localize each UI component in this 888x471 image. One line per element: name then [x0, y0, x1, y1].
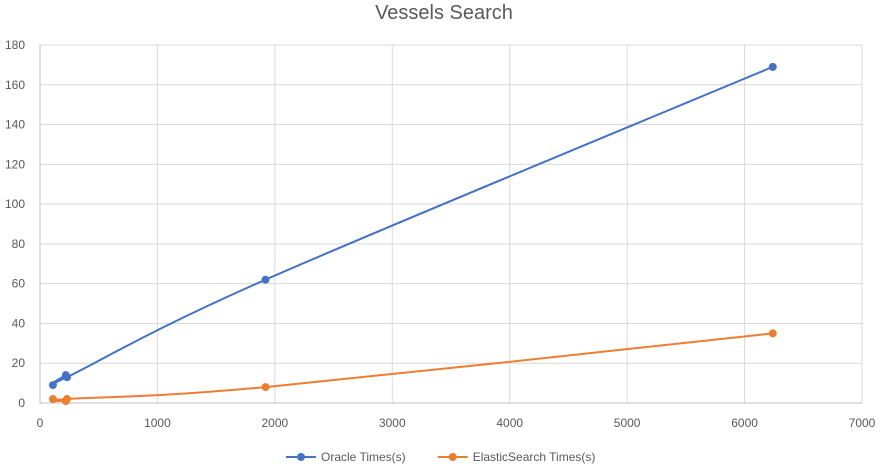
data-point: [261, 275, 270, 284]
data-point: [768, 62, 777, 71]
x-tick-label: 2000: [262, 416, 289, 430]
x-tick-label: 1000: [144, 416, 171, 430]
data-point: [63, 373, 72, 382]
axes: [39, 45, 862, 404]
y-tick-label: 0: [18, 396, 25, 410]
x-tick-label: 0: [37, 416, 44, 430]
legend-label: Oracle Times(s): [321, 450, 406, 464]
x-tick-label: 7000: [849, 416, 876, 430]
data-point: [48, 395, 57, 404]
y-tick-label: 180: [5, 38, 25, 52]
series-1: [48, 62, 777, 390]
y-tick-label: 120: [5, 157, 25, 171]
legend: Oracle Times(s) ElasticSearch Times(s): [286, 450, 595, 464]
data-point: [768, 329, 777, 338]
x-tick-label: 5000: [614, 416, 641, 430]
data-point: [261, 383, 270, 392]
y-tick-label: 100: [5, 197, 25, 211]
series-group: [48, 62, 777, 406]
data-point: [48, 381, 57, 390]
y-tick-label: 140: [5, 118, 25, 132]
y-tick-label: 80: [12, 237, 26, 251]
x-tick-label: 4000: [496, 416, 523, 430]
y-tick-label: 40: [12, 316, 26, 330]
gridlines: [40, 44, 863, 403]
legend-swatch-marker: [297, 453, 305, 461]
series-line: [51, 65, 774, 386]
series-line: [51, 332, 773, 403]
data-point: [63, 395, 72, 404]
y-tick-label: 20: [12, 356, 26, 370]
x-tick-label: 6000: [731, 416, 758, 430]
chart-title: Vessels Search: [375, 2, 513, 24]
x-tick-label: 3000: [379, 416, 406, 430]
y-tick-label: 160: [5, 78, 25, 92]
series-2: [48, 329, 777, 406]
legend-item: Oracle Times(s): [286, 450, 406, 464]
legend-label: ElasticSearch Times(s): [473, 450, 596, 464]
legend-swatch-marker: [448, 453, 457, 461]
x-tick-labels: 0 1000 2000 3000 4000 5000 6000 7000: [37, 416, 876, 430]
y-tick-labels: 0 20 40 60 80 100 120 140 160 180: [5, 38, 25, 410]
y-tick-label: 60: [12, 277, 26, 291]
legend-item: ElasticSearch Times(s): [437, 450, 596, 464]
